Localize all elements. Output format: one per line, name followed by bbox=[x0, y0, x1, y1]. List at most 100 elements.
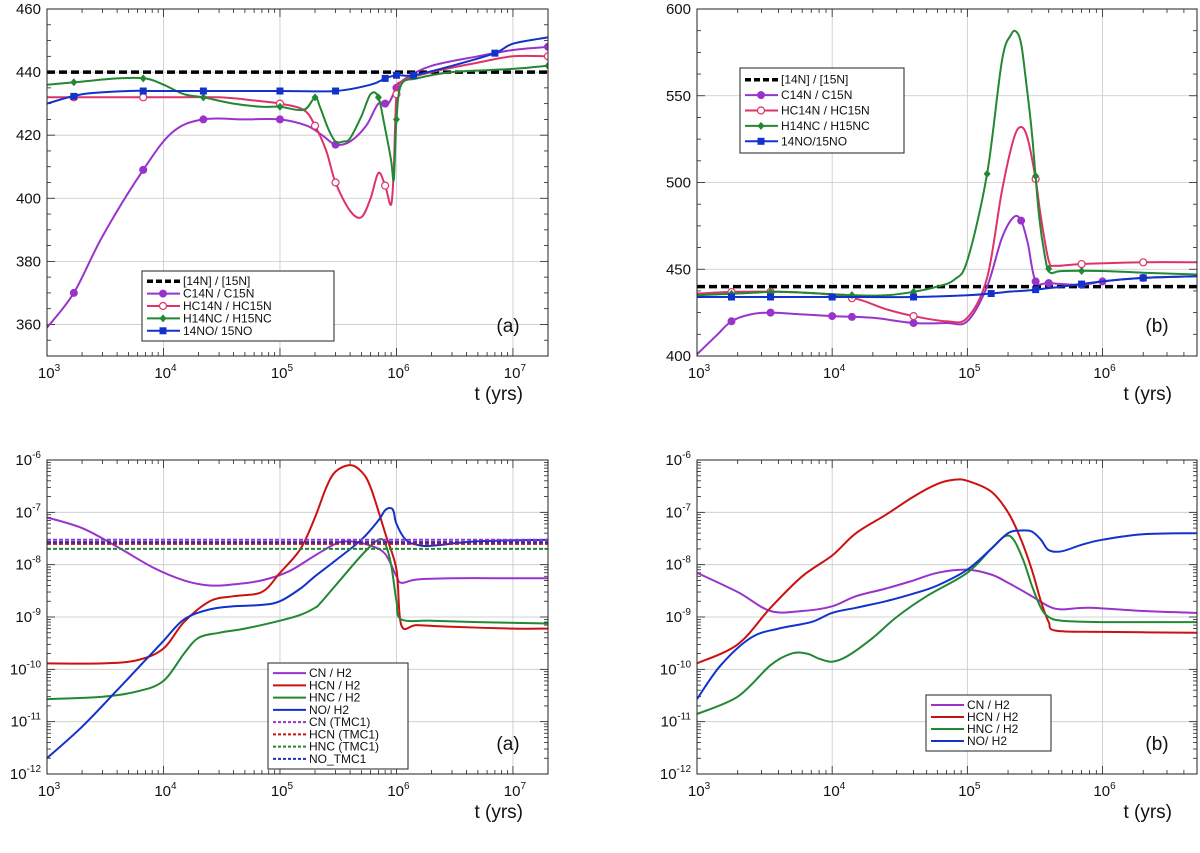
x-tick-label: 107 bbox=[504, 363, 527, 382]
x-tick-label: 104 bbox=[154, 363, 177, 382]
data-point bbox=[909, 311, 918, 321]
y-tick-label: 10-9 bbox=[665, 607, 691, 626]
x-tick-label: 104 bbox=[823, 363, 846, 382]
legend-label: [14N] / [15N] bbox=[781, 73, 848, 87]
x-tick-label: 103 bbox=[688, 363, 711, 382]
data-point bbox=[1078, 266, 1086, 275]
data-point bbox=[199, 115, 208, 124]
x-tick-label: 103 bbox=[688, 781, 711, 800]
data-point bbox=[983, 169, 991, 178]
data-point bbox=[310, 121, 320, 130]
y-tick-label: 10-7 bbox=[665, 502, 691, 521]
y-tick-label: 460 bbox=[16, 1, 41, 18]
legend-label: 14NO/ 15NO bbox=[183, 324, 252, 338]
data-point bbox=[70, 78, 78, 87]
series-line bbox=[697, 478, 1197, 665]
legend-label: HC14N / HC15N bbox=[183, 299, 272, 313]
data-point bbox=[1139, 258, 1148, 267]
series-line bbox=[47, 537, 548, 701]
x-tick-label: 103 bbox=[38, 781, 61, 800]
series-line bbox=[697, 214, 1197, 356]
data-point bbox=[828, 312, 837, 321]
x-axis-label: t (yrs) bbox=[474, 802, 523, 823]
legend-label: HNC (TMC1) bbox=[309, 740, 379, 754]
legend-label: 14NO/15NO bbox=[781, 134, 847, 148]
data-point bbox=[381, 99, 390, 108]
legend-label: HCN (TMC1) bbox=[309, 727, 379, 741]
data-point bbox=[1045, 264, 1053, 273]
x-axis-label: t (yrs) bbox=[474, 384, 523, 405]
y-tick-label: 10-8 bbox=[15, 555, 41, 574]
data-point bbox=[276, 87, 284, 95]
data-point bbox=[1139, 274, 1147, 282]
x-tick-label: 103 bbox=[38, 363, 61, 382]
data-point bbox=[491, 49, 499, 57]
y-tick-label: 10-10 bbox=[660, 659, 692, 678]
legend-label: [14N] / [15N] bbox=[183, 274, 250, 288]
data-point bbox=[909, 319, 918, 328]
plot-frame bbox=[696, 8, 1198, 357]
data-point bbox=[139, 74, 147, 83]
x-tick-label: 107 bbox=[504, 781, 527, 800]
legend-box bbox=[267, 662, 409, 770]
x-axis-label: t (yrs) bbox=[1123, 802, 1172, 823]
legend-marker bbox=[756, 106, 766, 115]
y-tick-label: 10-11 bbox=[661, 712, 692, 731]
data-point bbox=[139, 87, 147, 95]
plot-frame bbox=[46, 8, 549, 357]
legend-marker bbox=[159, 289, 167, 298]
series-line bbox=[697, 568, 1197, 614]
y-tick-label: 360 bbox=[16, 316, 41, 333]
data-point bbox=[199, 87, 207, 95]
legend-label: C14N / C15N bbox=[781, 88, 852, 102]
series-group bbox=[47, 36, 548, 329]
data-point bbox=[910, 293, 918, 301]
x-tick-label: 105 bbox=[271, 781, 294, 800]
data-point bbox=[139, 93, 148, 102]
data-point bbox=[69, 288, 78, 297]
series-group bbox=[697, 29, 1197, 356]
y-tick-label: 10-6 bbox=[665, 450, 691, 469]
legend-marker bbox=[158, 301, 168, 311]
legend-label: HNC / H2 bbox=[309, 691, 361, 705]
legend-label: C14N / C15N bbox=[183, 287, 254, 301]
series-group bbox=[697, 478, 1197, 715]
legend-label: H14NC / H15NC bbox=[781, 119, 870, 133]
y-tick-label: 500 bbox=[666, 175, 691, 192]
data-point bbox=[766, 308, 775, 317]
y-tick-label: 400 bbox=[666, 348, 691, 365]
x-tick-label: 105 bbox=[958, 363, 981, 382]
x-tick-label: 106 bbox=[387, 363, 410, 382]
panel-label: (b) bbox=[1145, 316, 1168, 337]
x-tick-label: 105 bbox=[958, 781, 981, 800]
y-tick-label: 10-7 bbox=[15, 502, 41, 521]
data-point bbox=[847, 312, 856, 321]
data-point bbox=[544, 61, 548, 70]
x-tick-label: 105 bbox=[271, 363, 294, 382]
data-point bbox=[276, 102, 284, 111]
data-point bbox=[727, 317, 736, 326]
data-point bbox=[767, 293, 775, 301]
data-point bbox=[409, 71, 417, 79]
data-point bbox=[544, 42, 548, 51]
y-tick-label: 10-11 bbox=[11, 712, 42, 731]
data-point bbox=[1032, 172, 1040, 181]
y-tick-label: 10-12 bbox=[10, 764, 42, 783]
y-tick-label: 10-9 bbox=[15, 607, 41, 626]
legend-label: CN / H2 bbox=[309, 666, 352, 680]
x-tick-label: 104 bbox=[154, 781, 177, 800]
legend-marker bbox=[757, 137, 765, 145]
series-line bbox=[697, 29, 1197, 297]
data-point bbox=[311, 93, 319, 102]
panel-label: (b) bbox=[1145, 734, 1168, 755]
data-point bbox=[828, 293, 836, 301]
y-tick-label: 450 bbox=[666, 261, 691, 278]
data-point bbox=[381, 74, 389, 82]
data-point bbox=[1044, 279, 1053, 288]
legend-label: HCN / H2 bbox=[309, 678, 361, 692]
